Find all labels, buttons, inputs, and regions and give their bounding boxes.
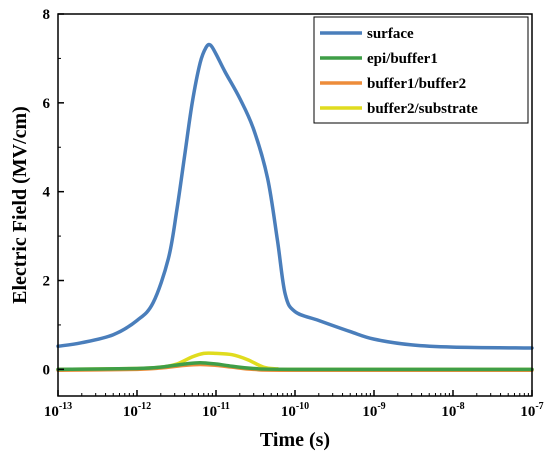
x-tick-label: 10-11	[202, 401, 230, 420]
legend-label-3: buffer2/substrate	[367, 101, 478, 117]
y-tick-label: 0	[43, 362, 51, 378]
x-tick-label: 10-12	[123, 401, 151, 420]
plot-area	[56, 42, 534, 373]
x-tick-label: 10-8	[441, 401, 464, 420]
x-tick-label: 10-9	[362, 401, 385, 420]
x-tick-label: 10-13	[44, 401, 72, 420]
x-axis-title: Time (s)	[260, 429, 330, 451]
legend-label-0: surface	[367, 26, 414, 42]
x-tick-label: 10-10	[281, 401, 309, 420]
legend: surface epi/buffer1 buffer1/buffer2 buffer2…	[313, 16, 529, 124]
y-axis-title: Electric Field (MV/cm)	[9, 106, 31, 304]
y-tick-label: 4	[43, 185, 51, 201]
y-tick-label: 8	[43, 7, 51, 23]
series-line-1	[56, 360, 534, 372]
y-tick-label: 6	[43, 96, 51, 112]
y-tick-label: 2	[43, 274, 51, 290]
series-line-0	[56, 42, 534, 350]
legend-label-1: epi/buffer1	[367, 51, 438, 67]
legend-label-2: buffer1/buffer2	[367, 76, 466, 92]
x-tick-label: 10-7	[520, 401, 543, 420]
axes: 10-13 10-12 10-11 10-10 10-9 10-8 10-7 0 2 4 6 8	[43, 7, 544, 420]
